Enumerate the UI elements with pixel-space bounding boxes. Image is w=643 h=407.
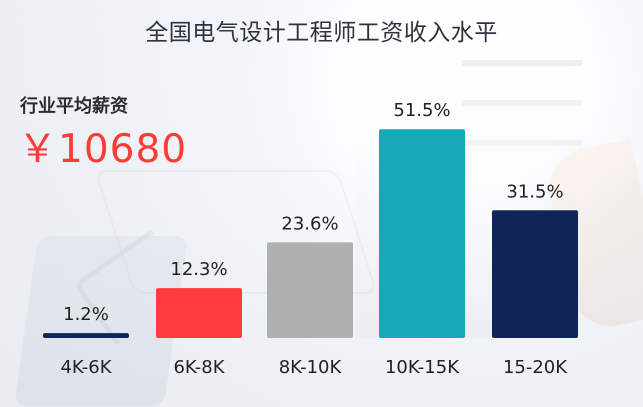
chart-title: 全国电气设计工程师工资收入水平	[145, 20, 498, 46]
chart-bar-6k-8k	[156, 288, 242, 338]
bar-value-label: 1.2%	[63, 304, 109, 325]
bar-value-label: 31.5%	[506, 181, 563, 202]
bar-value-label: 51.5%	[393, 100, 450, 121]
category-label: 8K-10K	[279, 357, 343, 378]
chart-bar-15-20k	[492, 210, 578, 338]
average-salary-value: ￥10680	[18, 127, 188, 172]
average-salary-label: 行业平均薪资	[20, 96, 128, 117]
chart-bar-10k-15k	[379, 129, 465, 338]
category-label: 6K-8K	[173, 357, 225, 378]
bar-value-label: 12.3%	[170, 259, 227, 280]
bar-value-label: 23.6%	[281, 213, 338, 234]
category-label: 10K-15K	[385, 357, 460, 378]
chart-bar-8k-10k	[267, 242, 353, 338]
category-label: 15-20K	[503, 357, 568, 378]
chart-bar-4k-6k	[43, 333, 129, 338]
category-label: 4K-6K	[60, 357, 112, 378]
